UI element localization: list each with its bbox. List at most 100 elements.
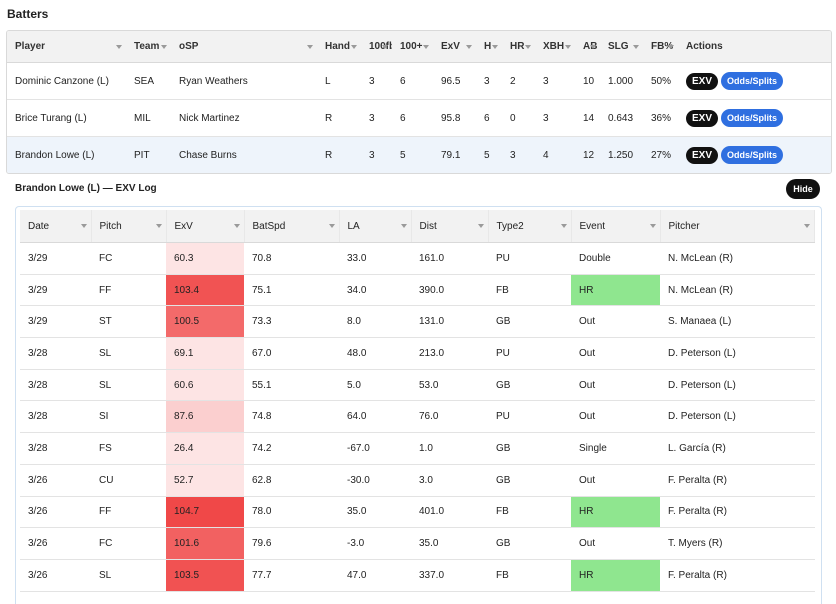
log-column-header-event[interactable]: Event xyxy=(571,210,661,243)
log-row[interactable]: 3/26 CU 52.7 62.8 -30.0 3.0 GB Out F. Peralta (R… xyxy=(20,464,815,497)
log-cell-type2: FB xyxy=(488,559,571,592)
sort-caret-icon[interactable] xyxy=(565,44,571,49)
log-cell-la: 33.0 xyxy=(339,242,411,275)
hide-button[interactable]: Hide xyxy=(786,179,820,199)
sort-caret-icon[interactable] xyxy=(382,44,388,49)
column-label: ExV xyxy=(441,41,460,52)
log-cell-la: 48.0 xyxy=(339,337,411,370)
sort-caret-icon[interactable] xyxy=(466,44,472,49)
sort-caret-icon[interactable] xyxy=(804,224,810,228)
cell-hr: 0 xyxy=(502,99,535,137)
column-label: Dist xyxy=(419,220,437,232)
log-cell-la: 35.0 xyxy=(339,496,411,529)
log-column-header-pitch[interactable]: Pitch xyxy=(91,210,167,243)
log-row[interactable]: 3/29 ST 100.5 73.3 8.0 131.0 GB Out S. Manaea (L… xyxy=(20,305,815,339)
log-column-header-batspd[interactable]: BatSpd xyxy=(244,210,340,243)
sort-caret-icon[interactable] xyxy=(590,44,596,49)
log-cell-pitcher: N. McLean (R) xyxy=(660,242,815,275)
odds-splits-button[interactable]: Odds/Splits xyxy=(721,72,784,90)
log-column-header-exv[interactable]: ExV xyxy=(166,210,245,243)
log-cell-pitcher: D. Peterson (L) xyxy=(660,400,815,434)
cell-exv: 96.5 xyxy=(433,62,476,100)
cell-hand: R xyxy=(317,136,361,173)
log-column-header-date[interactable]: Date xyxy=(20,210,92,243)
log-row[interactable]: 3/29 FC 60.3 70.8 33.0 161.0 PU Double N. McLean… xyxy=(20,242,815,275)
log-cell-la: 8.0 xyxy=(339,305,411,339)
actions-cell: EXV Odds/Splits xyxy=(678,62,831,100)
log-row[interactable]: 3/26 FC 101.6 79.6 -3.0 35.0 GB Out T. Myers (R) xyxy=(20,527,815,560)
log-cell-batspd: 75.1 xyxy=(244,274,339,307)
cell-exv: 95.8 xyxy=(433,99,476,137)
batter-row[interactable]: Brandon Lowe (L) PIT Chase Burns R 3 5 79.1 5 3 4… xyxy=(7,136,831,173)
exv-button[interactable]: EXV xyxy=(686,147,719,164)
column-header-xbh[interactable]: XBH xyxy=(535,31,575,63)
sort-caret-icon[interactable] xyxy=(668,44,674,49)
column-header-fb[interactable]: FB% xyxy=(643,31,678,63)
cell-plus100: 6 xyxy=(392,99,433,137)
column-header-hand[interactable]: Hand xyxy=(317,31,361,63)
log-cell-exv: 100.5 xyxy=(166,305,244,339)
log-cell-pitcher: D. Peterson (L) xyxy=(660,337,815,370)
column-header-osp[interactable]: oSP xyxy=(171,31,317,63)
column-header-hr[interactable]: HR xyxy=(502,31,535,63)
log-cell-dist: 337.0 xyxy=(411,559,488,592)
batter-row[interactable]: Dominic Canzone (L) SEA Ryan Weathers L 3 6 96… xyxy=(7,62,831,100)
cell-team: MIL xyxy=(126,99,171,137)
column-header-slg[interactable]: SLG xyxy=(600,31,643,63)
log-row[interactable]: 3/26 FF 104.7 78.0 35.0 401.0 FB HR F. Peralta (… xyxy=(20,496,815,529)
log-column-header-type2[interactable]: Type2 xyxy=(488,210,572,243)
log-row[interactable]: 3/28 FS 26.4 74.2 -67.0 1.0 GB Single L. García … xyxy=(20,432,815,465)
sort-caret-icon[interactable] xyxy=(633,44,639,49)
column-header-actions[interactable]: Actions xyxy=(678,31,831,63)
sort-caret-icon[interactable] xyxy=(116,44,122,49)
column-header-exv[interactable]: ExV xyxy=(433,31,476,63)
log-column-header-dist[interactable]: Dist xyxy=(411,210,489,243)
log-cell-la: -67.0 xyxy=(339,432,411,465)
sort-caret-icon[interactable] xyxy=(649,224,656,228)
log-cell-date: 3/28 xyxy=(20,432,91,465)
exv-button[interactable]: EXV xyxy=(686,110,719,127)
column-header-100fb[interactable]: 100fb xyxy=(361,31,395,63)
column-header-ab[interactable]: AB xyxy=(575,31,600,63)
log-row[interactable]: 3/28 SL 69.1 67.0 48.0 213.0 PU Out D. Peterson … xyxy=(20,337,815,370)
log-row[interactable]: 3/28 SL 60.6 55.1 5.0 53.0 GB Out D. Peterson (L… xyxy=(20,369,815,402)
sort-caret-icon[interactable] xyxy=(351,44,357,49)
column-header-player[interactable]: Player xyxy=(7,31,126,63)
sort-caret-icon[interactable] xyxy=(328,224,335,228)
sort-caret-icon[interactable] xyxy=(423,44,429,49)
log-cell-event: HR xyxy=(571,496,660,529)
sort-caret-icon[interactable] xyxy=(477,224,484,228)
odds-splits-button[interactable]: Odds/Splits xyxy=(721,109,784,127)
log-row[interactable]: 3/26 SL 103.5 77.7 47.0 337.0 FB HR F. Peralta (… xyxy=(20,559,815,592)
log-cell-la: -3.0 xyxy=(339,527,411,560)
batter-row[interactable]: Brice Turang (L) MIL Nick Martinez R 3 6 95.8 6… xyxy=(7,99,831,137)
column-label: Pitch xyxy=(99,220,122,232)
cell-ab: 12 xyxy=(575,136,600,173)
log-cell-date: 3/29 xyxy=(20,305,91,339)
sort-caret-icon[interactable] xyxy=(155,224,162,228)
sort-caret-icon[interactable] xyxy=(80,224,87,228)
cell-plus100: 5 xyxy=(392,136,433,173)
exv-button[interactable]: EXV xyxy=(686,73,719,90)
column-header-team[interactable]: Team xyxy=(126,31,171,63)
log-cell-la: 34.0 xyxy=(339,274,411,307)
log-cell-exv: 52.7 xyxy=(166,464,244,497)
sort-caret-icon[interactable] xyxy=(400,224,407,228)
sort-caret-icon[interactable] xyxy=(525,44,531,49)
column-header-h[interactable]: H xyxy=(476,31,502,63)
log-column-header-la[interactable]: LA xyxy=(339,210,412,243)
sort-caret-icon[interactable] xyxy=(307,44,313,49)
sort-caret-icon[interactable] xyxy=(233,224,240,228)
log-row[interactable]: 3/29 FF 103.4 75.1 34.0 390.0 FB HR N. McLean (R… xyxy=(20,274,815,307)
log-column-header-pitcher[interactable]: Pitcher xyxy=(660,210,815,243)
sort-caret-icon[interactable] xyxy=(560,224,567,228)
log-cell-pitcher: N. McLean (R) xyxy=(660,274,815,307)
column-header-100[interactable]: 100+ xyxy=(392,31,433,63)
cell-h: 3 xyxy=(476,62,502,100)
sort-caret-icon[interactable] xyxy=(492,44,498,49)
log-row[interactable]: 3/28 SI 87.6 74.8 64.0 76.0 PU Out D. Peterson (… xyxy=(20,400,815,434)
cell-player: Brice Turang (L) xyxy=(7,99,126,137)
sort-caret-icon[interactable] xyxy=(161,44,167,49)
odds-splits-button[interactable]: Odds/Splits xyxy=(721,146,784,164)
column-label: Event xyxy=(579,220,606,232)
